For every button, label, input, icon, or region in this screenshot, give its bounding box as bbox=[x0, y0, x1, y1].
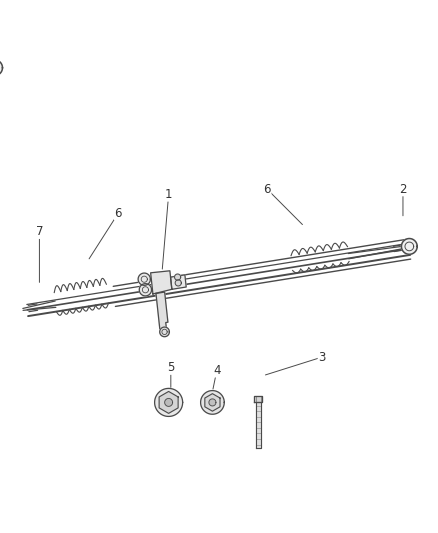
Polygon shape bbox=[402, 239, 417, 254]
Polygon shape bbox=[209, 399, 216, 406]
Polygon shape bbox=[151, 271, 172, 294]
Polygon shape bbox=[160, 327, 170, 337]
Text: 7: 7 bbox=[35, 225, 43, 238]
Polygon shape bbox=[155, 389, 183, 416]
Polygon shape bbox=[159, 391, 178, 414]
Polygon shape bbox=[165, 399, 173, 406]
Polygon shape bbox=[0, 60, 3, 76]
Polygon shape bbox=[205, 394, 220, 411]
Polygon shape bbox=[139, 284, 152, 296]
Text: 2: 2 bbox=[399, 183, 407, 196]
Polygon shape bbox=[201, 391, 224, 414]
Polygon shape bbox=[175, 280, 181, 286]
Text: 6: 6 bbox=[114, 207, 122, 220]
Polygon shape bbox=[256, 402, 261, 448]
Polygon shape bbox=[175, 274, 181, 280]
Text: 3: 3 bbox=[318, 351, 325, 364]
Polygon shape bbox=[138, 273, 150, 285]
Polygon shape bbox=[170, 275, 186, 289]
Polygon shape bbox=[254, 396, 262, 402]
Text: 4: 4 bbox=[213, 364, 221, 377]
Text: 6: 6 bbox=[263, 183, 271, 196]
Text: 5: 5 bbox=[167, 361, 174, 374]
Text: 1: 1 bbox=[165, 188, 173, 201]
Polygon shape bbox=[156, 292, 168, 329]
